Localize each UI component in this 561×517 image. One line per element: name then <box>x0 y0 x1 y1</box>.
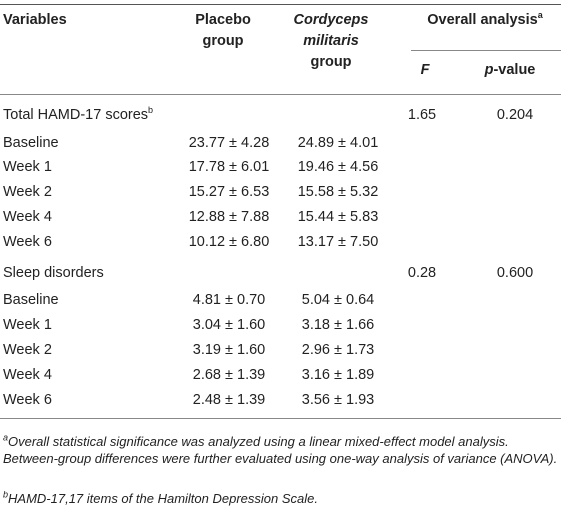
hamd-f-value: 1.65 <box>407 107 437 123</box>
footnote-marker-b: b <box>148 105 154 116</box>
overall-analysis-subrule <box>411 50 561 51</box>
row-placebo-value: 2.68 ± 1.39 <box>192 367 266 383</box>
row-placebo-value: 10.12 ± 6.80 <box>188 234 270 250</box>
header-cordyceps-line1: Cordyceps <box>293 12 369 28</box>
header-overall-label: Overall analysis <box>427 12 538 28</box>
row-placebo-value: 12.88 ± 7.88 <box>188 209 270 225</box>
row-label: Week 6 <box>3 234 52 250</box>
sleep-p-value: 0.600 <box>496 265 534 281</box>
row-cm-value: 3.16 ± 1.89 <box>301 367 375 383</box>
header-bottom-rule <box>0 94 561 95</box>
footnote-a-mark: a <box>3 432 9 443</box>
header-placebo-line2: group <box>202 33 244 49</box>
row-cm-value: 15.58 ± 5.32 <box>297 184 379 200</box>
section-title-hamd-text: Total HAMD-17 scores <box>3 107 149 123</box>
table-top-rule <box>0 4 561 5</box>
row-cm-value: 3.18 ± 1.66 <box>301 317 375 333</box>
footnote-a-text: Overall statistical significance was ana… <box>3 434 558 466</box>
row-placebo-value: 4.81 ± 0.70 <box>192 292 266 308</box>
row-cm-value: 15.44 ± 5.83 <box>297 209 379 225</box>
header-placebo-line1: Placebo <box>195 12 251 28</box>
row-label: Week 1 <box>3 159 52 175</box>
row-placebo-value: 2.48 ± 1.39 <box>192 392 266 408</box>
row-cm-value: 5.04 ± 0.64 <box>301 292 375 308</box>
row-label: Week 4 <box>3 367 52 383</box>
row-label: Week 6 <box>3 392 52 408</box>
header-p-value: p-value <box>485 62 536 79</box>
row-label: Week 4 <box>3 209 52 225</box>
header-overall-analysis: Overall analysisa <box>427 10 543 29</box>
row-cm-value: 2.96 ± 1.73 <box>301 342 375 358</box>
header-p-italic: p <box>484 62 494 78</box>
header-cordyceps-line3: group <box>310 54 352 70</box>
hamd-p-value: 0.204 <box>496 107 534 123</box>
header-p-rest: -value <box>493 62 536 78</box>
row-cm-value: 24.89 ± 4.01 <box>297 135 379 151</box>
row-placebo-value: 17.78 ± 6.01 <box>188 159 270 175</box>
table-bottom-rule <box>0 418 561 419</box>
row-cm-value: 19.46 ± 4.56 <box>297 159 379 175</box>
row-label: Baseline <box>3 135 59 151</box>
row-placebo-value: 3.04 ± 1.60 <box>192 317 266 333</box>
row-label: Week 2 <box>3 184 52 200</box>
footnote-b-text: HAMD-17,17 items of the Hamilton Depress… <box>8 491 318 506</box>
row-label: Week 1 <box>3 317 52 333</box>
header-cordyceps-line2: militaris <box>303 33 359 49</box>
row-label: Week 2 <box>3 342 52 358</box>
row-placebo-value: 3.19 ± 1.60 <box>192 342 266 358</box>
row-placebo-value: 15.27 ± 6.53 <box>188 184 270 200</box>
row-cm-value: 13.17 ± 7.50 <box>297 234 379 250</box>
row-placebo-value: 23.77 ± 4.28 <box>188 135 270 151</box>
footnote-b: bHAMD-17,17 items of the Hamilton Depres… <box>3 490 559 507</box>
section-title-sleep: Sleep disorders <box>3 265 104 281</box>
footnote-marker-a: a <box>537 10 543 21</box>
footnote-a: aOverall statistical significance was an… <box>3 433 559 467</box>
header-f: F <box>420 62 430 78</box>
section-title-hamd: Total HAMD-17 scoresb <box>3 105 154 124</box>
sleep-f-value: 0.28 <box>407 265 437 281</box>
row-cm-value: 3.56 ± 1.93 <box>301 392 375 408</box>
header-variables: Variables <box>3 12 67 28</box>
footnote-b-mark: b <box>3 489 9 500</box>
row-label: Baseline <box>3 292 59 308</box>
